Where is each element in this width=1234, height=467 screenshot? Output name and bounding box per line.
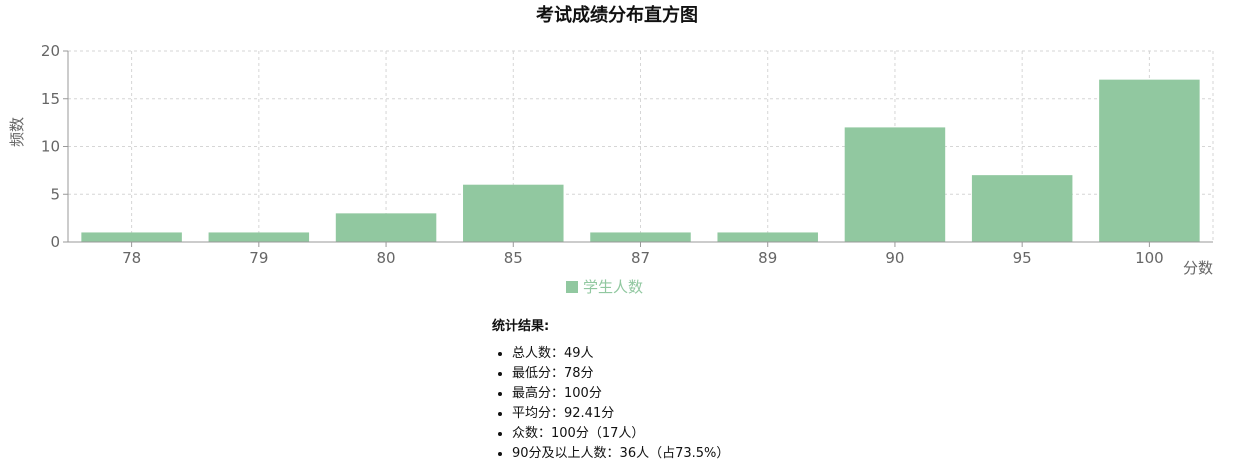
stats-list: 总人数：49人 最低分：78分 最高分：100分 平均分：92.41分 众数：1…	[492, 344, 729, 464]
x-tick-label: 85	[504, 249, 523, 267]
legend-swatch	[566, 281, 578, 293]
bar[interactable]	[81, 232, 182, 242]
bars	[81, 79, 1200, 243]
stats-item-max: 最高分：100分	[512, 384, 729, 404]
y-tick-label: 20	[41, 42, 60, 60]
bar[interactable]	[463, 184, 564, 242]
stats-item-min: 最低分：78分	[512, 364, 729, 384]
bar[interactable]	[335, 213, 437, 242]
bar[interactable]	[590, 232, 691, 242]
x-tick-label: 95	[1013, 249, 1032, 267]
legend[interactable]: 学生人数	[566, 278, 643, 296]
tick-labels: 0 5 10 15 20 78 79 80 85 87 89 90 95 100	[41, 42, 1164, 267]
y-tick-label: 10	[41, 138, 60, 156]
bar[interactable]	[971, 175, 1073, 242]
x-axis-label: 分数	[1183, 259, 1213, 277]
stats-item-mode: 众数：100分（17人）	[512, 424, 729, 444]
x-tick-label: 90	[885, 249, 904, 267]
y-tick-label: 0	[50, 233, 60, 251]
x-tick-label: 89	[758, 249, 777, 267]
bar-chart: 0 5 10 15 20 78 79 80 85 87 89 90 95 100 频数 分数 学生人数	[8, 42, 1214, 296]
legend-label: 学生人数	[583, 278, 643, 296]
chart-title: 考试成绩分布直方图	[536, 5, 698, 26]
y-axis-label: 频数	[8, 117, 26, 147]
stats-item-total: 总人数：49人	[512, 344, 729, 364]
bar[interactable]	[844, 127, 946, 242]
y-tick-label: 15	[41, 90, 60, 108]
bar[interactable]	[717, 232, 818, 242]
stats-item-mean: 平均分：92.41分	[512, 404, 729, 424]
x-tick-label: 78	[122, 249, 141, 267]
x-tick-label: 79	[249, 249, 268, 267]
bar[interactable]	[1099, 79, 1200, 243]
axes	[63, 50, 1213, 247]
stats-panel: 统计结果: 总人数：49人 最低分：78分 最高分：100分 平均分：92.41…	[492, 318, 729, 464]
x-tick-label: 100	[1135, 249, 1164, 267]
x-tick-label: 80	[377, 249, 396, 267]
y-tick-label: 5	[50, 185, 60, 203]
stats-item-above-90: 90分及以上人数：36人（占73.5%）	[512, 444, 729, 464]
bar[interactable]	[208, 232, 310, 242]
x-tick-label: 87	[631, 249, 650, 267]
stats-heading: 统计结果:	[492, 319, 550, 334]
